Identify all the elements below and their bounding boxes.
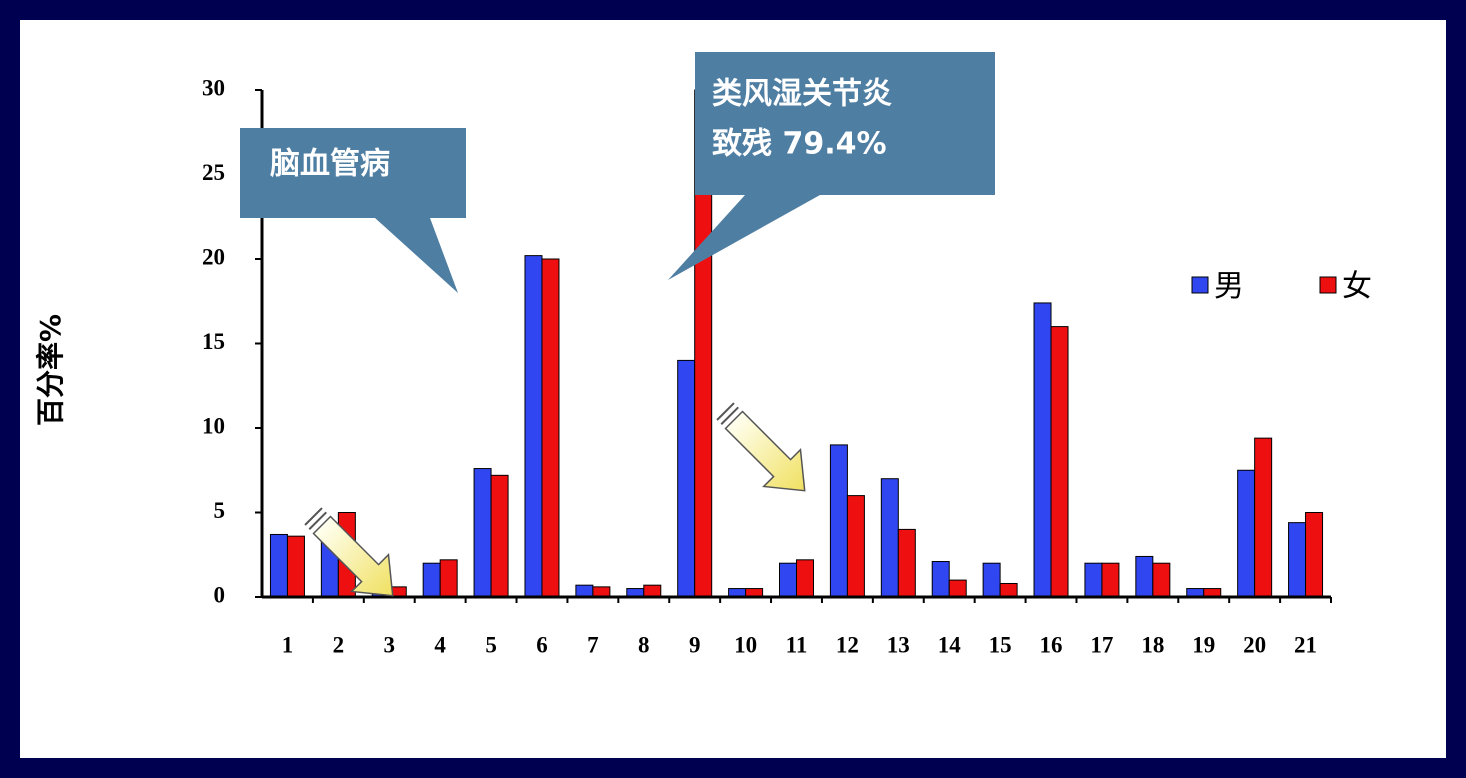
callout-box	[240, 128, 466, 293]
x-tick-label: 13	[887, 632, 910, 657]
bar	[1152, 562, 1171, 598]
legend-label: 女	[1342, 269, 1372, 304]
bar	[575, 584, 594, 598]
x-tick-label: 11	[786, 632, 808, 657]
bar	[999, 582, 1018, 598]
legend-label: 男	[1214, 269, 1244, 304]
x-tick-label: 21	[1294, 632, 1317, 657]
bar	[1305, 512, 1324, 598]
bar	[1050, 326, 1069, 598]
bar	[592, 586, 611, 598]
bar	[897, 528, 916, 598]
bar	[829, 444, 848, 598]
bar	[779, 562, 797, 598]
bar	[931, 561, 950, 598]
arrow	[716, 402, 806, 492]
bar	[524, 255, 543, 598]
x-tick-label: 2	[333, 632, 345, 657]
x-tick-label: 12	[836, 632, 859, 657]
bar	[1101, 562, 1120, 598]
bar	[473, 468, 492, 598]
y-tick-label: 5	[214, 498, 226, 523]
bar	[643, 584, 662, 598]
bar	[846, 495, 865, 598]
y-tick-label: 0	[214, 582, 226, 607]
x-tick-label: 10	[734, 632, 757, 657]
x-tick-label: 4	[434, 632, 446, 657]
x-tick-label: 15	[989, 632, 1012, 657]
x-tick-label: 3	[384, 632, 396, 657]
x-tick-label: 1	[282, 632, 294, 657]
bar	[880, 478, 899, 598]
callout-2: 类风湿关节炎 致残 79.4%	[668, 52, 995, 280]
bar	[490, 474, 509, 598]
x-tick-label: 7	[587, 632, 599, 657]
bar	[439, 559, 458, 598]
legend-swatch	[1319, 276, 1337, 294]
y-tick-label: 25	[202, 160, 225, 185]
x-tick-label: 5	[485, 632, 497, 657]
y-tick-label: 10	[202, 413, 225, 438]
bar	[677, 359, 696, 598]
y-axis-label: 百分率%	[34, 314, 67, 426]
bar	[422, 562, 441, 598]
bar	[286, 535, 305, 598]
bar	[269, 533, 288, 598]
x-tick-label: 20	[1243, 632, 1266, 657]
x-tick-label: 18	[1141, 632, 1164, 657]
callout-box	[668, 52, 995, 280]
arrow	[304, 507, 394, 597]
bar	[982, 562, 1001, 598]
y-tick-label: 20	[202, 244, 225, 269]
annotation: 致残 79.4%	[712, 127, 887, 162]
bar	[1033, 302, 1052, 598]
bar	[1254, 437, 1273, 598]
bar	[948, 579, 967, 598]
x-tick-label: 9	[689, 632, 701, 657]
bar	[1084, 562, 1103, 598]
annotation: 脑血管病	[270, 147, 390, 182]
y-tick-label: 15	[202, 329, 225, 354]
x-tick-label: 14	[938, 632, 962, 657]
bar	[1135, 555, 1154, 598]
annotation: 类风湿关节炎	[712, 77, 892, 112]
x-tick-label: 16	[1040, 632, 1063, 657]
callout-1: 脑血管病	[240, 128, 466, 293]
x-tick-label: 17	[1090, 632, 1113, 657]
x-tick-label: 19	[1192, 632, 1215, 657]
x-tick-label: 6	[536, 632, 548, 657]
bar	[796, 559, 814, 598]
y-tick-label: 30	[202, 75, 225, 100]
x-tick-label: 8	[638, 632, 650, 657]
bar	[541, 258, 560, 598]
bar	[1288, 522, 1307, 598]
legend-swatch	[1191, 276, 1209, 294]
bar	[1237, 469, 1256, 598]
